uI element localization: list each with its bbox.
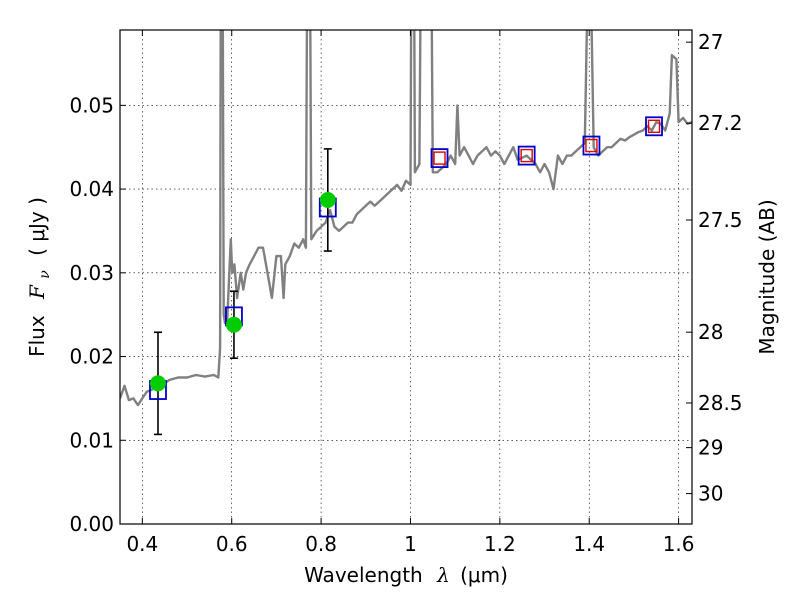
x-tick-label: 0.8	[305, 532, 337, 556]
plot-frame	[119, 29, 693, 525]
mag-tick-label: 28	[698, 320, 723, 344]
mag-tick-label: 28.5	[698, 391, 743, 415]
y-tick-label: 0.03	[69, 261, 114, 285]
model-band-square	[430, 148, 449, 169]
spectrum-line	[120, 30, 692, 407]
x-axis-title-text: Wavelength	[304, 563, 423, 587]
x-axis-title: Wavelength λ (μm)	[304, 563, 508, 587]
observed-point	[149, 375, 166, 392]
y-tick-label: 0.04	[69, 177, 114, 201]
x-tick-label: 0.4	[126, 532, 158, 556]
model-band-square	[582, 135, 601, 156]
y-axis-title-unit: ( μJy )	[25, 197, 49, 256]
model-band-square	[645, 116, 663, 137]
observed-point	[225, 316, 242, 333]
model-band-square	[517, 145, 536, 166]
mag-tick-label: 27.5	[698, 208, 743, 232]
x-tick-label: 0.6	[216, 532, 248, 556]
y-tick-label: 0.00	[69, 512, 114, 536]
observed-point	[319, 191, 336, 208]
mag-tick-label: 27.2	[698, 111, 743, 135]
mag-tick-label: 29	[698, 436, 723, 460]
x-tick-label: 1.4	[573, 532, 605, 556]
y-axis-title-symbol: F	[25, 284, 49, 300]
y-axis-title-text: Flux	[25, 315, 49, 357]
red-band-square	[520, 148, 533, 163]
plot-area	[120, 30, 692, 524]
y-tick-label: 0.02	[69, 345, 114, 369]
y-axis-title-subscript: ν	[37, 270, 53, 279]
x-tick-label: 1.6	[663, 532, 695, 556]
y-tick-label: 0.01	[69, 428, 114, 452]
mag-tick-label: 30	[698, 482, 723, 506]
x-tick-label: 1.2	[484, 532, 516, 556]
red-band-square	[585, 138, 598, 153]
x-tick-label: 1	[404, 532, 417, 556]
y2-axis-title: Magnitude (AB)	[755, 199, 779, 354]
y-axis-title: Flux F ν ( μJy )	[25, 197, 54, 357]
red-band-square	[433, 151, 446, 165]
axis-ticks: 0.4 0.6 0.8 1 1.2 1.4 1.6 0.00 0.01 0.02 0.03 0.04 0…	[69, 30, 743, 556]
x-axis-title-unit: (μm)	[460, 563, 508, 587]
mag-tick-label: 27	[698, 30, 723, 54]
x-axis-title-symbol: λ	[436, 563, 450, 587]
plot-layer	[120, 30, 692, 436]
red-band-square	[647, 119, 661, 133]
y-tick-label: 0.05	[69, 93, 114, 117]
